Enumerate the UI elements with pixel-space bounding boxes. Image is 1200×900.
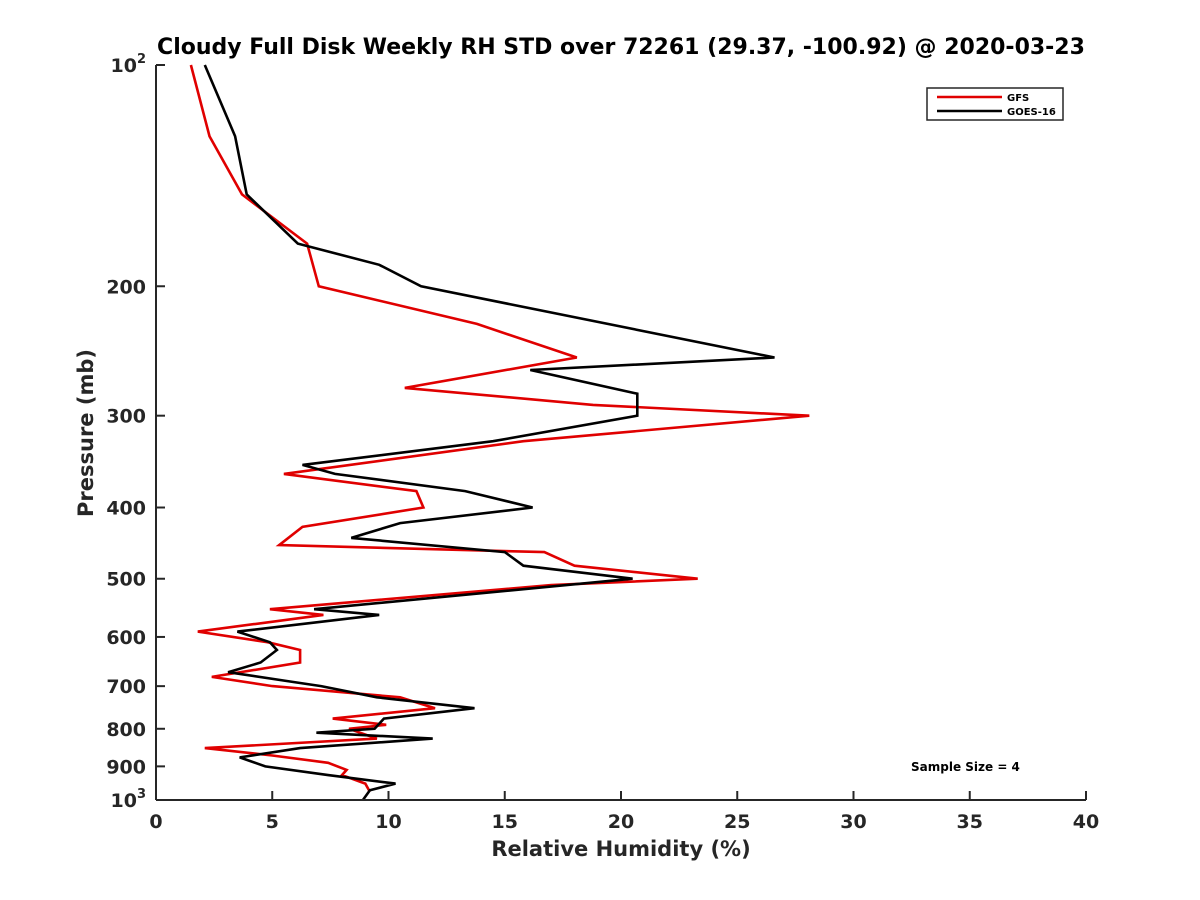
y-tick-label: 102 — [111, 52, 147, 77]
y-axis-label: Pressure (mb) — [74, 349, 98, 517]
x-tick-label: 0 — [149, 811, 162, 833]
x-axis-label: Relative Humidity (%) — [491, 837, 750, 861]
legend-label-goes16: GOES-16 — [1007, 107, 1056, 118]
x-tick-label: 10 — [375, 811, 401, 833]
x-tick-label: 5 — [266, 811, 279, 833]
y-tick-label: 800 — [106, 719, 146, 741]
legend-box — [926, 87, 1064, 121]
x-tick-label: 15 — [492, 811, 518, 833]
sample-size-annotation: Sample Size = 4 — [911, 760, 1020, 774]
series-layer — [189, 64, 810, 801]
y-tick-label: 900 — [106, 756, 146, 778]
series-line-goes16 — [203, 64, 775, 801]
y-tick-label: 103 — [111, 787, 147, 812]
y-tick-label: 400 — [106, 498, 146, 520]
x-tick-label: 40 — [1073, 811, 1099, 833]
y-tick-label: 300 — [106, 406, 146, 428]
x-tick-label: 20 — [608, 811, 634, 833]
legend-label-gfs: GFS — [1007, 93, 1029, 104]
y-tick-label: 200 — [106, 276, 146, 298]
y-tick-label: 600 — [106, 627, 146, 649]
y-ticks: 102 200 300 400 500 600 700 800 900 103 — [106, 52, 165, 812]
y-tick-label: 700 — [106, 676, 146, 698]
x-tick-label: 25 — [724, 811, 750, 833]
y-tick-label: 500 — [106, 569, 146, 591]
series-line-gfs — [189, 64, 810, 793]
legend: GFS GOES-16 — [926, 87, 1064, 121]
x-tick-label: 30 — [840, 811, 866, 833]
x-ticks: 0 5 10 15 20 25 30 35 40 — [149, 791, 1099, 833]
x-tick-label: 35 — [957, 811, 983, 833]
chart-title: Cloudy Full Disk Weekly RH STD over 7226… — [157, 35, 1085, 60]
